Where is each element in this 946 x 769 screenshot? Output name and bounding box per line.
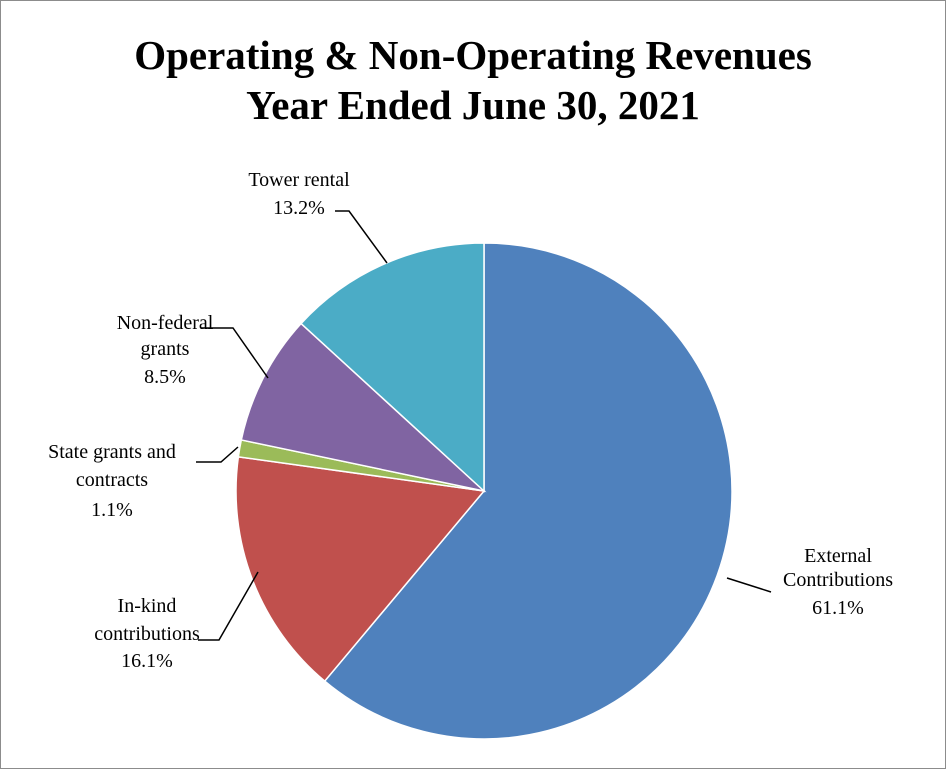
slice-percent-0-2: 61.1% (812, 597, 864, 619)
slice-label-2-1: contracts (76, 469, 148, 491)
leader-line-2 (196, 446, 239, 463)
slice-percent-1-2: 16.1% (121, 650, 173, 672)
pie-slices (235, 242, 733, 740)
slice-percent-2-2: 1.1% (91, 499, 133, 521)
leader-line-3 (201, 327, 269, 379)
slice-percent-3-2: 8.5% (144, 366, 186, 388)
slice-label-0-1: Contributions (783, 569, 893, 591)
pie-slice-4 (300, 242, 485, 493)
leader-line-0 (726, 577, 772, 593)
slice-label-3-0: Non-federal (117, 312, 214, 334)
slice-label-2-0: State grants and (48, 441, 176, 463)
slice-label-1-0: In-kind (118, 595, 177, 617)
chart-title: Operating & Non-Operating Revenues Year … (0, 30, 946, 130)
slice-label-4-0: Tower rental (248, 169, 350, 191)
chart-title-line-2: Year Ended June 30, 2021 (246, 82, 700, 128)
leader-lines (196, 210, 772, 641)
leader-line-4 (335, 210, 388, 264)
slice-label-3-1: grants (141, 338, 190, 360)
slice-label-1-1: contributions (94, 623, 200, 645)
leader-line-1 (198, 571, 259, 641)
pie-slice-3 (240, 322, 487, 493)
slice-percent-4-1: 13.2% (273, 197, 325, 219)
slice-label-0-0: External (804, 545, 872, 567)
chart-title-line-1: Operating & Non-Operating Revenues (134, 32, 812, 78)
pie-slice-0 (323, 242, 733, 740)
